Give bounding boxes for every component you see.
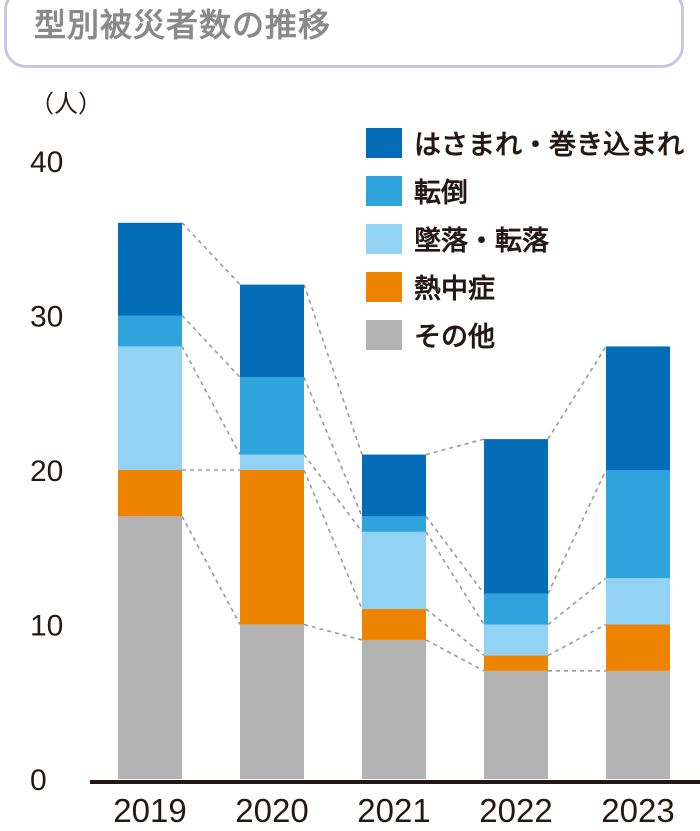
y-axis-unit-label: （人） (30, 90, 102, 118)
y-tick-label: 10 (30, 610, 63, 643)
bar-segment (118, 470, 182, 517)
connector-line (425, 438, 485, 456)
bar-segment (118, 516, 182, 779)
connector-line (425, 639, 485, 672)
x-tick-label: 2019 (113, 792, 186, 829)
bar-segment (484, 624, 548, 656)
title-frame (4, 0, 684, 68)
connector-line (425, 531, 485, 625)
connector-line (547, 469, 607, 594)
connector-line (181, 346, 241, 455)
bar-segment (362, 639, 426, 779)
x-tick-label: 2020 (235, 792, 308, 829)
legend-swatch (366, 128, 402, 158)
x-tick-labels: 2019 2020 2021 2022 2023 (113, 792, 674, 829)
connector-line (547, 623, 607, 657)
bar-segment (362, 454, 426, 517)
bar-segment (362, 531, 426, 610)
y-tick-label: 0 (30, 764, 47, 797)
bar-segment (606, 670, 670, 779)
legend-swatch (366, 320, 402, 350)
connector-line (303, 623, 363, 641)
connector-line (425, 608, 485, 657)
bar-segment (606, 470, 670, 579)
legend-label: 墜落・転落 (414, 225, 550, 257)
bar-segment (240, 284, 304, 378)
bar-segment (484, 670, 548, 779)
connector-line (425, 515, 485, 595)
bar-segment (484, 593, 548, 625)
legend-swatch (366, 176, 402, 206)
legend-label: その他 (414, 322, 495, 353)
bar-segment (484, 439, 548, 594)
x-tick-label: 2023 (601, 792, 674, 829)
bar-segment (118, 315, 182, 347)
connector-lines (181, 222, 607, 672)
connector-line (547, 345, 607, 440)
bar-segment (606, 578, 670, 625)
bar-segment (240, 454, 304, 470)
connector-line (303, 469, 363, 610)
bar-segment (118, 346, 182, 470)
legend-label: 熱中症 (414, 274, 495, 305)
connector-line (181, 515, 241, 625)
connector-line (303, 454, 363, 533)
y-tick-label: 40 (30, 146, 63, 179)
legend-label: 転倒 (414, 178, 468, 209)
bar-segment (484, 655, 548, 671)
x-tick-label: 2022 (479, 792, 552, 829)
bar-segment (606, 346, 670, 470)
legend-swatch (366, 272, 402, 302)
bar-segment (240, 470, 304, 625)
bar-segment (240, 624, 304, 779)
connector-line (181, 314, 241, 378)
legend-swatch (366, 224, 402, 254)
bar-segment (240, 377, 304, 455)
y-tick-label: 30 (30, 301, 63, 334)
bar-segment (362, 609, 426, 640)
chart-title: 型別被災者数の推移 (34, 6, 332, 44)
connector-line (547, 577, 607, 626)
legend-label: はさまれ・巻き込まれ (414, 130, 684, 161)
y-tick-label: 20 (30, 455, 63, 488)
connector-line (181, 222, 241, 286)
connector-line (303, 284, 363, 455)
bar-segment (362, 516, 426, 532)
bar-segment (118, 222, 182, 316)
x-tick-label: 2021 (357, 792, 430, 829)
bar-segment (606, 624, 670, 671)
connector-line (303, 376, 363, 517)
bars-group (118, 222, 670, 779)
y-tick-labels: 0 10 20 30 40 (30, 146, 63, 797)
